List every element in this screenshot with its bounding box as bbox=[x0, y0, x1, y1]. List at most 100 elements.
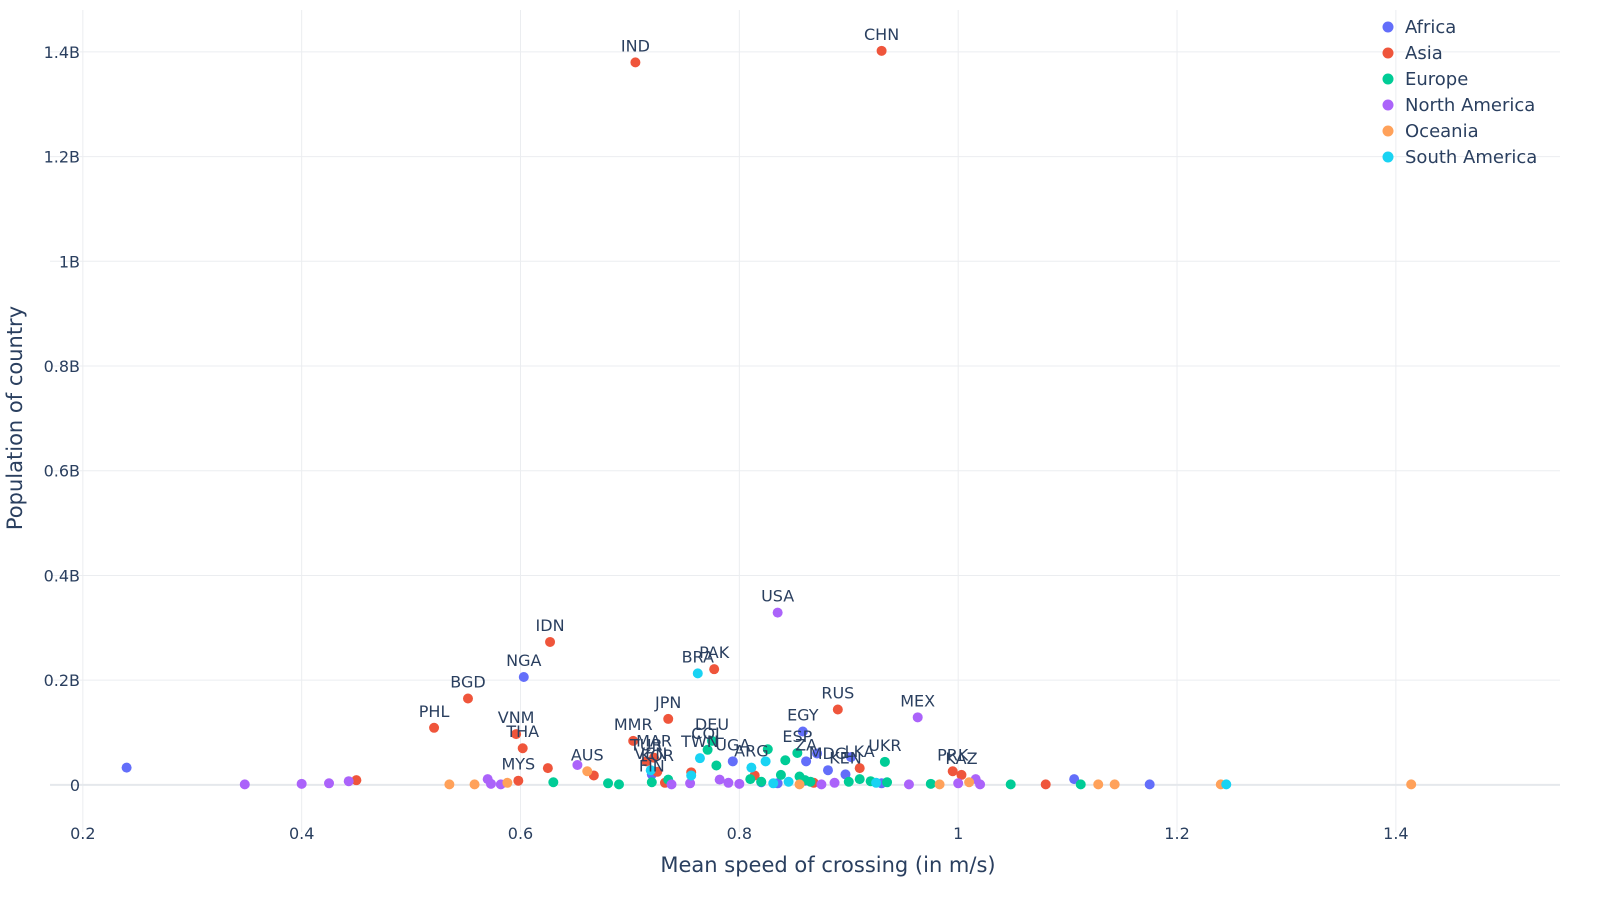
legend-label: Europe bbox=[1405, 69, 1468, 90]
legend-marker bbox=[1382, 21, 1394, 33]
data-point bbox=[502, 777, 513, 788]
data-point bbox=[801, 756, 812, 767]
data-point bbox=[947, 766, 958, 777]
point-label: RUS bbox=[821, 683, 854, 702]
data-point bbox=[854, 763, 865, 774]
data-point bbox=[1221, 779, 1232, 790]
data-point bbox=[871, 777, 882, 788]
legend-item[interactable]: South America bbox=[1382, 147, 1538, 168]
data-point bbox=[794, 779, 805, 790]
data-point bbox=[429, 722, 440, 733]
data-point bbox=[711, 760, 722, 771]
data-point bbox=[723, 777, 734, 788]
legend[interactable]: Africa Asia Europe North America Oceania Sout… bbox=[1382, 17, 1538, 168]
data-point bbox=[1406, 779, 1417, 790]
data-point bbox=[780, 755, 791, 766]
point-label: EGY bbox=[787, 705, 819, 724]
point-label: PRK bbox=[937, 745, 969, 764]
data-point bbox=[772, 607, 783, 618]
data-point bbox=[121, 762, 132, 773]
point-label: PHL bbox=[419, 702, 450, 721]
point-label: BRA bbox=[682, 647, 714, 666]
data-point-layer bbox=[121, 45, 1417, 790]
point-label: JPN bbox=[654, 693, 681, 712]
point-label: LKA bbox=[845, 742, 875, 761]
data-point bbox=[1040, 779, 1051, 790]
data-point bbox=[469, 779, 480, 790]
point-label: BGD bbox=[450, 672, 485, 691]
data-point bbox=[1109, 779, 1120, 790]
data-point bbox=[714, 774, 725, 785]
point-label: VEN bbox=[634, 744, 667, 763]
legend-label: Africa bbox=[1405, 17, 1456, 38]
y-tick-label: 0.4B bbox=[44, 566, 80, 585]
data-point bbox=[903, 779, 914, 790]
data-point bbox=[603, 778, 614, 789]
data-point bbox=[685, 778, 696, 789]
legend-marker bbox=[1382, 151, 1394, 163]
data-point bbox=[343, 776, 354, 787]
data-point bbox=[1144, 779, 1155, 790]
data-point bbox=[628, 735, 639, 746]
data-point bbox=[462, 693, 473, 704]
data-point bbox=[694, 753, 705, 764]
data-point bbox=[975, 779, 986, 790]
data-point bbox=[805, 776, 816, 787]
data-point bbox=[1075, 779, 1086, 790]
data-point bbox=[645, 765, 656, 776]
data-point bbox=[812, 748, 823, 759]
data-point bbox=[548, 777, 559, 788]
point-label: THA bbox=[505, 722, 539, 741]
x-tick-label: 0.6 bbox=[508, 824, 533, 843]
x-tick-label: 1 bbox=[953, 824, 963, 843]
x-tick-label: 0.2 bbox=[70, 824, 95, 843]
grid-layer bbox=[50, 10, 1560, 832]
point-label: DEU bbox=[695, 715, 729, 734]
point-label: COL bbox=[691, 724, 724, 743]
data-point bbox=[832, 704, 843, 715]
data-point bbox=[511, 729, 522, 740]
data-point bbox=[709, 664, 720, 675]
point-label: ESP bbox=[782, 727, 812, 746]
point-label: MMR bbox=[614, 715, 653, 734]
y-tick-label: 0.8B bbox=[44, 357, 80, 376]
data-point bbox=[783, 776, 794, 787]
legend-item[interactable]: Europe bbox=[1382, 69, 1469, 90]
data-point bbox=[762, 744, 773, 755]
point-label: VNM bbox=[498, 708, 535, 727]
point-label: KAZ bbox=[945, 749, 977, 768]
legend-item[interactable]: Africa bbox=[1382, 17, 1457, 38]
data-point bbox=[666, 779, 677, 790]
legend-item[interactable]: Oceania bbox=[1382, 121, 1479, 142]
point-label: NGA bbox=[506, 651, 541, 670]
point-label: KEN bbox=[829, 748, 862, 767]
data-point bbox=[797, 726, 808, 737]
data-point bbox=[734, 778, 745, 789]
data-point bbox=[613, 779, 624, 790]
data-point bbox=[1093, 779, 1104, 790]
x-tick-label: 0.8 bbox=[727, 824, 752, 843]
x-tick-label: 1.2 bbox=[1164, 824, 1189, 843]
data-point bbox=[745, 774, 756, 785]
legend-marker bbox=[1382, 47, 1394, 59]
data-point bbox=[822, 765, 833, 776]
data-point bbox=[760, 756, 771, 767]
legend-marker bbox=[1382, 73, 1394, 85]
legend-item[interactable]: Asia bbox=[1382, 43, 1443, 64]
legend-label: North America bbox=[1405, 95, 1535, 116]
x-tick-label: 0.4 bbox=[289, 824, 314, 843]
data-point bbox=[953, 778, 964, 789]
data-point bbox=[542, 763, 553, 774]
data-point bbox=[641, 756, 652, 767]
point-label: MAR bbox=[636, 732, 672, 751]
data-point bbox=[879, 756, 890, 767]
legend-item[interactable]: North America bbox=[1382, 95, 1536, 116]
data-point bbox=[686, 770, 697, 781]
point-label: ZA bbox=[795, 735, 817, 754]
data-point bbox=[768, 778, 779, 789]
data-point bbox=[351, 775, 362, 786]
point-label: UGA bbox=[715, 735, 750, 754]
data-point bbox=[517, 743, 528, 754]
